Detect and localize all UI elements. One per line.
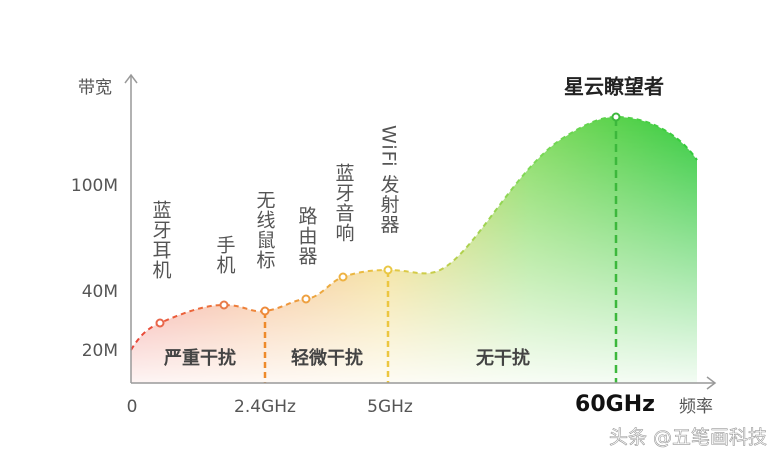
watermark: 头条 @五笔画科技	[609, 427, 767, 449]
y-axis-label: 带宽	[78, 78, 112, 98]
points	[155, 112, 621, 328]
device-label: 路由器	[296, 206, 318, 266]
device-label: 蓝牙音响	[333, 163, 355, 243]
axes	[124, 73, 717, 390]
device-label: 手机	[214, 235, 236, 275]
device-label: WiFi 发射器	[378, 125, 400, 235]
curve-area	[130, 115, 698, 383]
x-axis-label: 频率	[679, 397, 713, 417]
device-label: 蓝牙耳机	[150, 200, 172, 280]
zone-label: 轻微干扰	[291, 347, 363, 369]
zone-label: 严重干扰	[164, 347, 236, 369]
zone-label: 无干扰	[476, 347, 530, 369]
y-tick-label: 40M	[82, 282, 118, 302]
title: 星云瞭望者	[564, 75, 664, 99]
x-tick-label: 2.4GHz	[234, 397, 296, 417]
y-tick-label: 100M	[71, 176, 118, 196]
x-tick-label: 5GHz	[367, 397, 413, 417]
x-tick-label: 60GHz	[575, 392, 655, 417]
device-label: 无线鼠标	[254, 190, 276, 270]
y-tick-label: 20M	[82, 341, 118, 361]
x-tick-label: 0	[127, 397, 138, 417]
